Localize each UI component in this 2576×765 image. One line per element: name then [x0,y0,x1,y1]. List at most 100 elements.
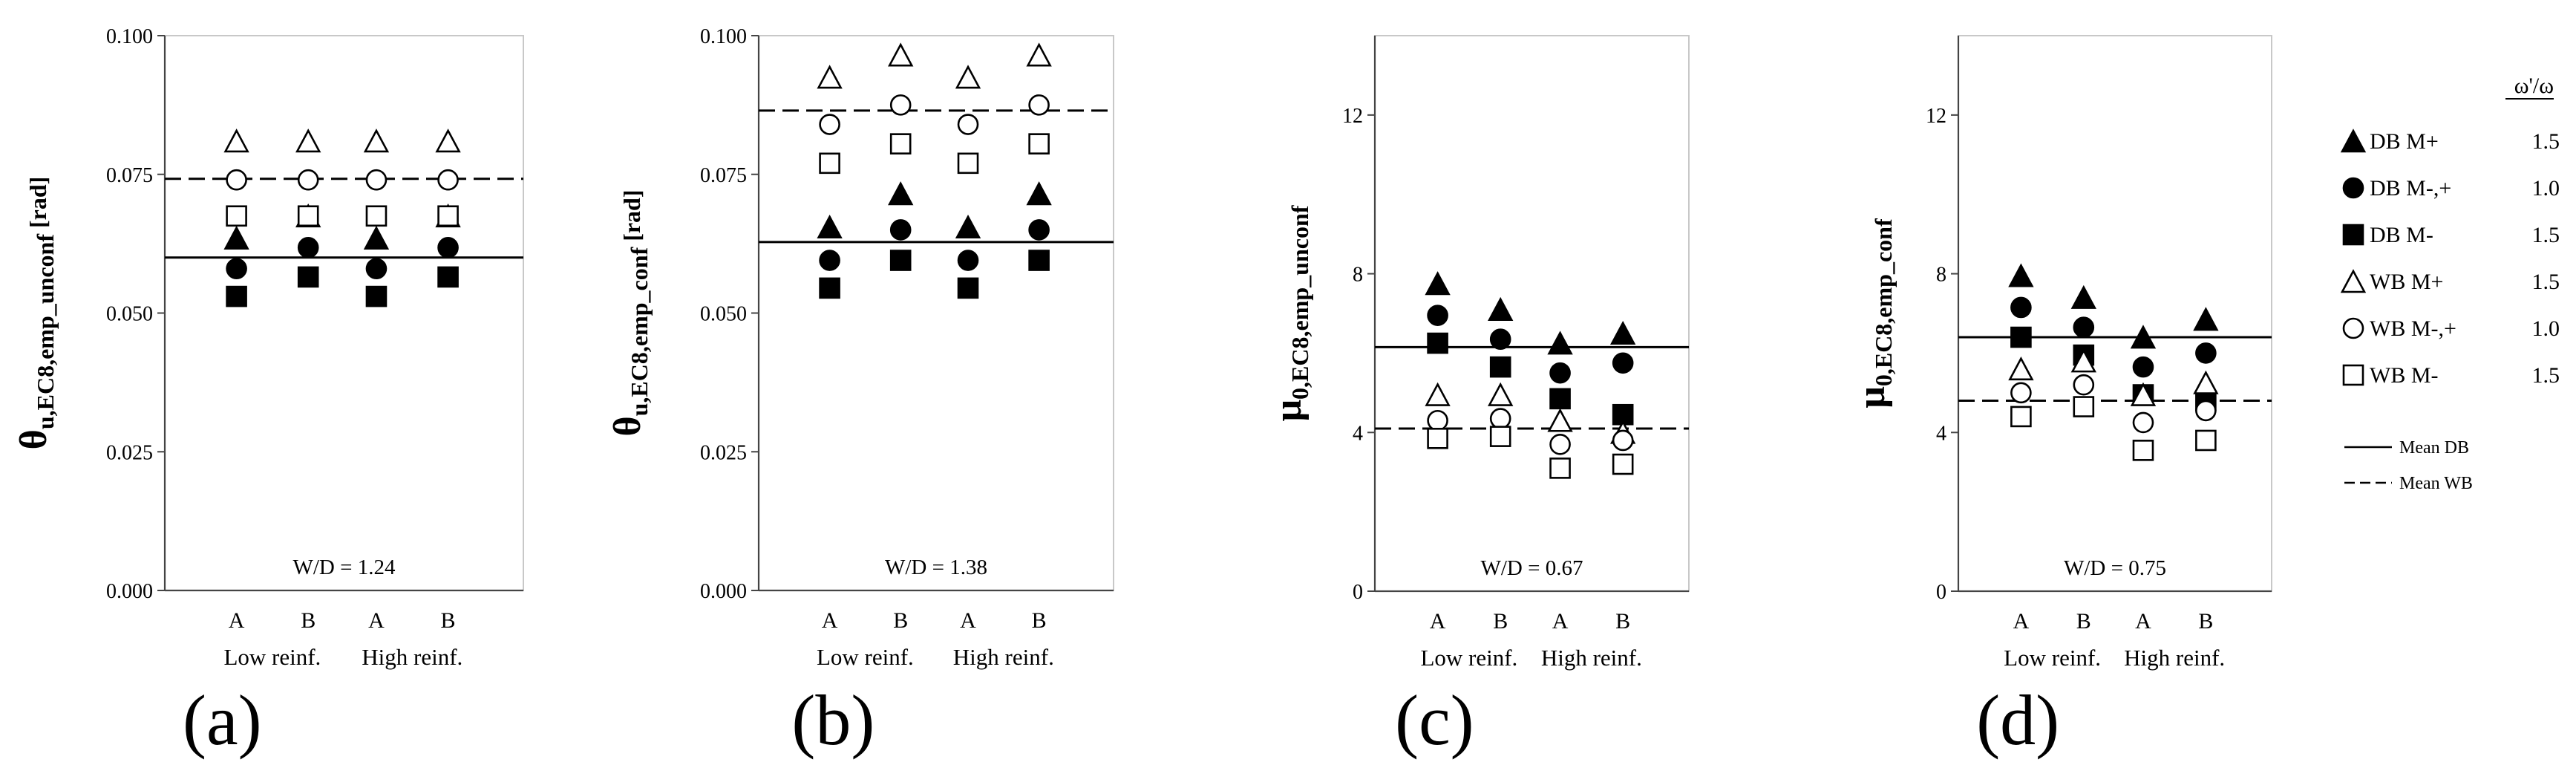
y-axis-label: θu,EC8,emp_unconf [rad] [13,177,59,450]
y-label-symbol: θ [13,429,55,449]
data-point [819,277,840,299]
data-point [2193,370,2219,394]
data-point [223,128,249,153]
data-point [226,285,247,307]
legend-marker [2340,269,2367,293]
data-point [819,114,840,135]
data-point [1028,219,1050,241]
data-point [1028,250,1050,271]
y-tick-label: 0.000 [700,580,747,603]
group-label: Low reinf. [223,644,321,670]
data-point [957,114,979,135]
data-point [365,285,388,307]
y-axis-label: θu,EC8,emp_conf [rad] [607,189,653,436]
legend-item-ratio: 1.5 [2532,270,2560,294]
data-point [957,250,979,271]
legend-item: WB M- 1.5 [2342,363,2560,388]
data-point [1489,356,1511,378]
data-point [365,205,388,227]
data-point [2132,356,2154,378]
data-point [957,152,979,175]
legend: ω'/ωDB M+ 1.5DB M-,+ 1.0DB M- 1.5WB M+ 1.5WB… [2340,74,2560,493]
data-point [1612,429,1634,452]
data-point [2130,325,2157,349]
legend-item: DB M+ 1.5 [2340,128,2560,154]
group-label: High reinf. [2124,645,2225,671]
x-category-label: A [1552,609,1569,634]
data-point [2010,296,2032,319]
x-category-label: A [822,608,838,633]
legend-header: ω'/ω [2514,74,2554,98]
y-tick-label: 0.100 [700,25,747,48]
legend-item: DB M-,+ 1.0 [2342,176,2560,201]
legend-marker [2342,177,2364,199]
wd-annotation: W/D = 1.38 [885,556,987,579]
data-point [1489,408,1511,429]
data-point [2010,406,2032,428]
x-category-label: B [1493,609,1508,634]
data-point [1489,328,1511,351]
data-point [2193,307,2219,331]
data-point [2132,411,2154,434]
data-point [2070,348,2096,373]
legend-line-label: Mean WB [2399,474,2473,493]
y-label-symbol: μ [1851,386,1893,408]
wd-annotation: W/D = 0.67 [1481,556,1583,580]
y-tick-label: 12 [1926,105,1946,128]
group-label: Low reinf. [1420,645,1517,671]
legend-item-label: WB M- [2370,363,2439,388]
x-category-label: B [301,608,316,633]
data-point [957,277,979,299]
data-point [1549,362,1571,384]
data-point [1425,382,1451,406]
y-axis-label: μ0,EC8,emp_unconf [1267,205,1313,421]
data-point [889,219,912,241]
data-point [2132,440,2154,461]
data-point [2070,284,2096,309]
data-point [955,65,981,89]
group-label: High reinf. [362,644,462,670]
panel-label: (a) [183,680,262,760]
data-point [297,205,319,227]
y-label-subscript: u,EC8,emp_conf [626,247,653,416]
y-tick-label: 0.050 [106,303,153,326]
y-tick-label: 0 [1353,581,1363,604]
group-label: High reinf. [953,644,1054,670]
legend-line-item: Mean DB [2344,438,2469,458]
data-point [2008,263,2034,287]
data-point [1612,352,1634,374]
data-point [297,169,319,191]
x-category-label: A [2135,609,2151,634]
data-point [297,266,319,288]
y-tick-label: 8 [1353,264,1363,287]
data-point [1547,408,1573,432]
data-point [2195,342,2217,364]
legend-marker [2340,128,2367,153]
y-label-symbol: μ [1267,400,1310,421]
y-tick-label: 4 [1936,422,1946,445]
y-tick-label: 4 [1353,422,1363,445]
x-category-label: B [441,608,456,633]
y-tick-label: 0.075 [700,164,747,187]
data-point [1026,181,1052,206]
data-point [888,42,914,67]
y-tick-label: 0.050 [700,303,747,326]
data-point [2010,382,2032,404]
y-tick-label: 12 [1342,105,1363,128]
data-point [2010,326,2032,348]
chart-panel-3: 0 4 8 12 W/D = 0.67 A B A B Low reinf. High reinf.… [1267,35,1690,760]
legend-marker [2342,317,2364,339]
data-point [365,258,388,280]
data-point [1427,305,1448,326]
data-point [295,128,321,153]
data-point [888,181,914,206]
data-point [1549,458,1571,479]
data-point [1427,332,1448,354]
data-point [1609,320,1636,345]
y-label-symbol: θ [607,416,649,436]
x-category-label: B [1032,608,1047,633]
data-point [1425,271,1451,296]
y-label-subscript: 0,EC8,emp_unconf [1287,205,1313,400]
